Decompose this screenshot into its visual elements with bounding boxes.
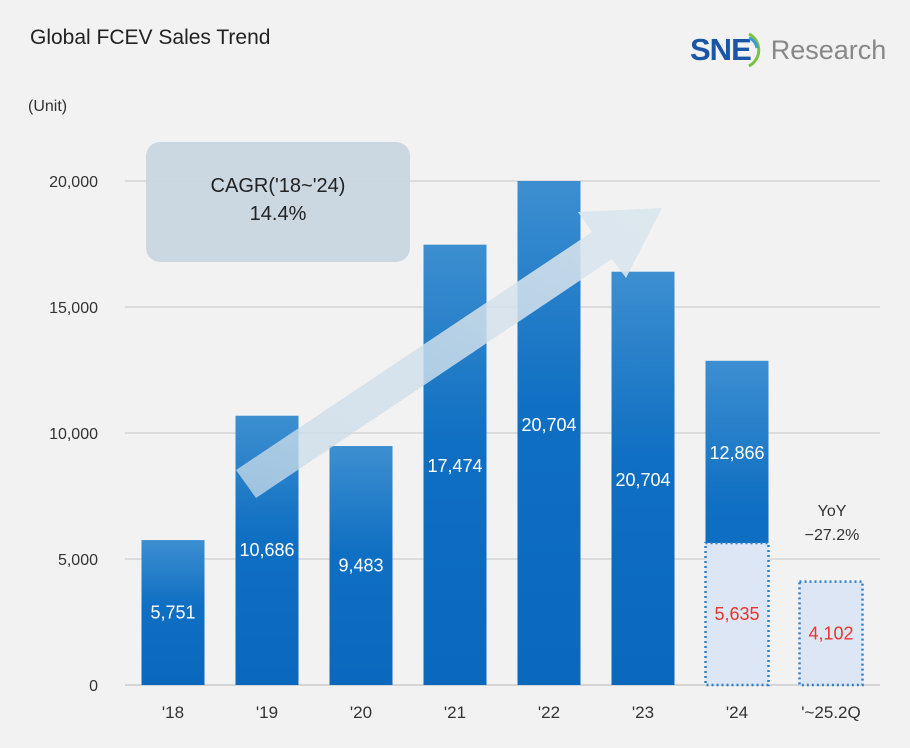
- x-tick-label: '22: [538, 703, 560, 722]
- y-tick-label: 20,000: [49, 174, 98, 191]
- data-label: 4,102: [808, 623, 853, 643]
- yoy-value: −27.2%: [805, 527, 860, 544]
- chart-title: Global FCEV Sales Trend: [30, 26, 271, 49]
- x-tick-label: '20: [350, 703, 372, 722]
- y-tick-label: 15,000: [49, 300, 98, 317]
- cagr-value: 14.4%: [250, 203, 307, 225]
- data-label: 5,751: [150, 603, 195, 623]
- x-tick-label: '18: [162, 703, 184, 722]
- partial-data-label: 5,635: [714, 604, 759, 624]
- y-tick-label: 0: [89, 678, 98, 695]
- logo-brand: SNE: [690, 32, 752, 67]
- yoy-label: YoY: [818, 503, 847, 520]
- data-label: 9,483: [338, 556, 383, 576]
- cagr-arrow: [236, 208, 662, 498]
- bar-partial: [704, 541, 770, 687]
- x-tick-label: '24: [726, 703, 748, 722]
- bar-ytd: [798, 580, 864, 687]
- cagr-label: CAGR('18~'24): [211, 175, 346, 197]
- x-tick-label: '19: [256, 703, 278, 722]
- x-tick-label: '21: [444, 703, 466, 722]
- data-label: 20,704: [521, 415, 576, 435]
- y-tick-label: 10,000: [49, 426, 98, 443]
- data-label: 17,474: [427, 456, 482, 476]
- data-label: 12,866: [709, 443, 764, 463]
- sne-research-logo: SNE Research: [690, 30, 886, 70]
- cagr-callout: CAGR('18~'24) 14.4%: [146, 142, 410, 262]
- bar: [329, 446, 393, 685]
- x-tick-label: '23: [632, 703, 654, 722]
- logo-arc-icon: [747, 32, 760, 68]
- y-tick-label: 5,000: [58, 552, 98, 569]
- data-label: 10,686: [239, 540, 294, 560]
- logo-suffix: Research: [770, 34, 887, 65]
- x-tick-label: '~25.2Q: [801, 703, 860, 722]
- y-axis-unit: (Unit): [28, 98, 68, 115]
- bar: [141, 540, 205, 685]
- data-label: 20,704: [615, 470, 670, 490]
- bar: [611, 271, 675, 685]
